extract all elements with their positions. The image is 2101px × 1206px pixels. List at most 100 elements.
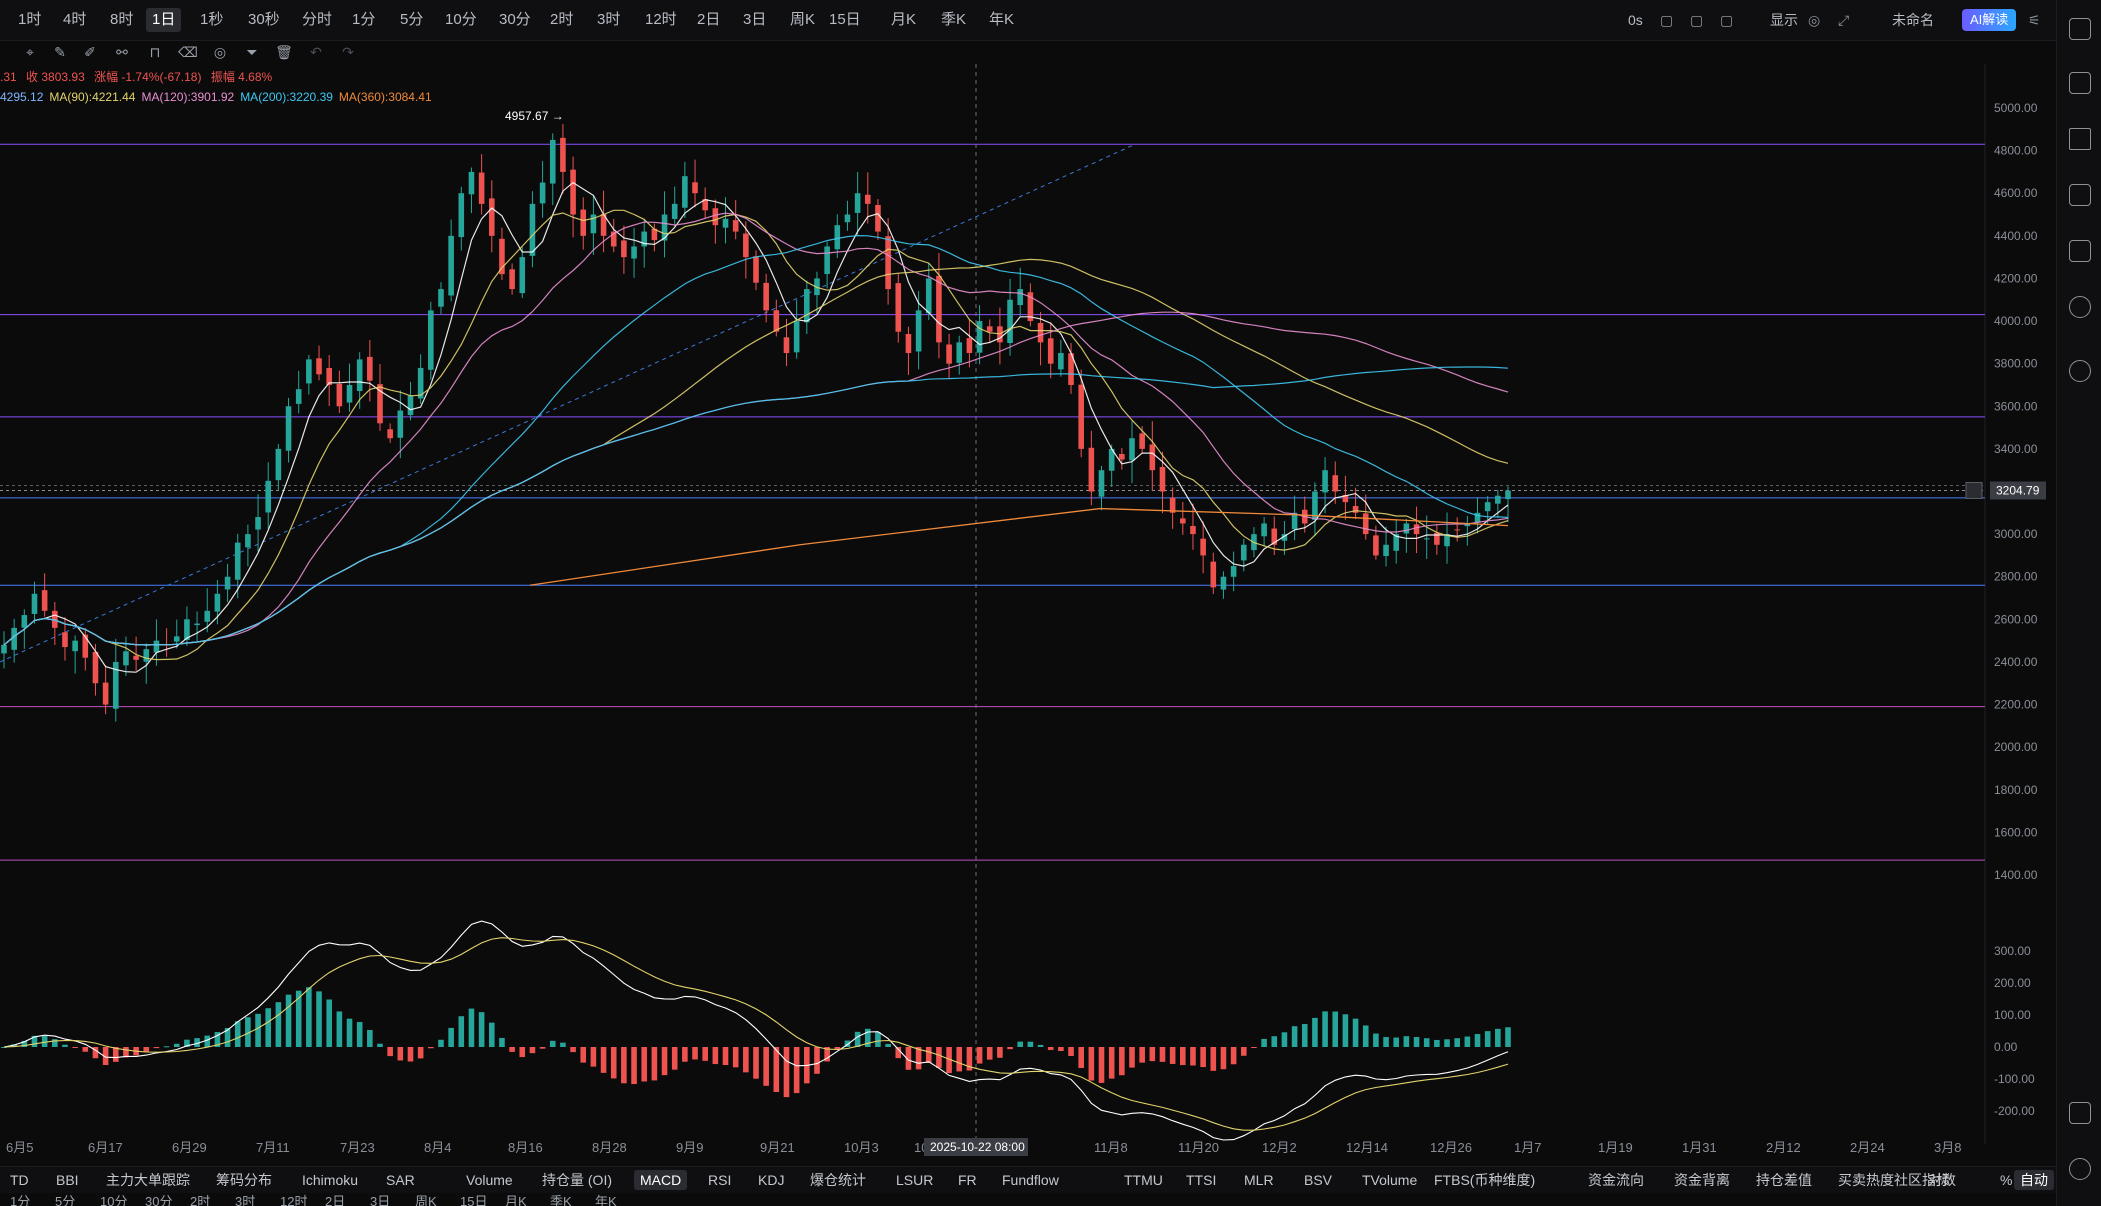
ma-line [529, 507, 1509, 586]
bottom-timeframe-10[interactable]: 15日 [460, 1194, 488, 1206]
bottom-timeframe-8[interactable]: 3日 [370, 1194, 391, 1206]
pattern-icon[interactable]: ⚯ [116, 44, 128, 60]
brush-icon[interactable]: ✐ [84, 44, 96, 60]
headset-icon[interactable] [2069, 1158, 2091, 1180]
timeframe-18[interactable]: 月K [891, 11, 917, 28]
pencil-icon[interactable]: ✎ [54, 44, 66, 60]
display-button[interactable]: 显示 [1770, 12, 1798, 28]
price-chart[interactable]: 5000.00 4800.00 4600.00 4400.00 4200.00 4000.… [0, 64, 2056, 1166]
macd-histogram-bar [316, 991, 322, 1047]
candle-body [844, 214, 851, 223]
camera-icon[interactable]: ▢ [1660, 12, 1674, 28]
indicator-7[interactable]: 持仓量 (OI) [542, 1172, 612, 1188]
timeframe-1[interactable]: 4时 [63, 11, 87, 28]
indicator-0[interactable]: TD [10, 1172, 29, 1188]
auto-toggle[interactable]: 自动 [2014, 1170, 2054, 1190]
timeframe-0[interactable]: 1时 [18, 11, 42, 28]
indicator-18[interactable]: BSV [1304, 1172, 1333, 1188]
indicator-3[interactable]: 筹码分布 [216, 1172, 272, 1188]
bottom-timeframe-2[interactable]: 10分 [100, 1194, 128, 1206]
bottom-timeframe-11[interactable]: 月K [505, 1194, 527, 1206]
indicator-19[interactable]: TVolume [1362, 1172, 1418, 1188]
data-icon[interactable] [2069, 184, 2091, 206]
chart-canvas[interactable]: 5000.00 4800.00 4600.00 4400.00 4200.00 4000.… [0, 64, 2056, 1166]
timeframe-8[interactable]: 5分 [400, 11, 424, 28]
timeframe-2[interactable]: 8时 [110, 11, 134, 28]
chart-icon[interactable] [2069, 128, 2091, 150]
eraser-icon[interactable]: ⌫ [178, 44, 198, 60]
indicator-2[interactable]: 主力大单跟踪 [106, 1172, 190, 1188]
bottom-timeframe-12[interactable]: 季K [550, 1194, 572, 1206]
timeframe-10[interactable]: 30分 [499, 11, 531, 28]
timeframe-19[interactable]: 季K [941, 11, 967, 28]
bottom-timeframe-4[interactable]: 2时 [190, 1194, 211, 1206]
crosshair-icon[interactable]: ⌖ [26, 44, 34, 60]
trash-icon[interactable]: 🗑 [275, 44, 293, 60]
layout-icon[interactable] [2069, 1102, 2091, 1124]
indicator-16[interactable]: TTSI [1186, 1172, 1217, 1188]
timeframe-12[interactable]: 3时 [597, 11, 621, 28]
indicator-20[interactable]: FTBS(币种维度) [1434, 1172, 1536, 1188]
timeframe-16[interactable]: 周K [790, 11, 816, 28]
indicator-6[interactable]: Volume [466, 1172, 513, 1188]
lock-icon[interactable]: ⊓ [149, 44, 161, 60]
share-icon[interactable]: ⚟ [2028, 12, 2041, 28]
indicator-14[interactable]: Fundflow [1002, 1172, 1059, 1188]
timeframe-4[interactable]: 1秒 [200, 11, 224, 28]
fullscreen-icon[interactable]: ⤢ [1838, 12, 1850, 28]
ai-button[interactable]: AI解读 [1962, 9, 2017, 31]
timeframe-14[interactable]: 2日 [697, 11, 721, 28]
indicator-10[interactable]: KDJ [758, 1172, 785, 1188]
bottom-timeframe-1[interactable]: 5分 [55, 1194, 76, 1206]
indicator-15[interactable]: TTMU [1124, 1172, 1163, 1188]
filter-icon[interactable]: ⏷ [246, 44, 258, 60]
timeframe-20[interactable]: 年K [989, 11, 1015, 28]
replay-icon[interactable]: ▢ [1720, 12, 1734, 28]
bottom-timeframe-5[interactable]: 3时 [235, 1194, 256, 1206]
timeframe-9[interactable]: 10分 [445, 11, 477, 28]
redo-icon[interactable]: ↷ [342, 44, 354, 60]
timeframe-17[interactable]: 15日 [829, 11, 861, 28]
bottom-timeframe-9[interactable]: 周K [415, 1194, 437, 1206]
settings-icon[interactable] [2069, 360, 2091, 382]
indicator-17[interactable]: MLR [1244, 1172, 1274, 1188]
orderbook-icon[interactable] [2069, 18, 2091, 40]
card-icon[interactable] [2069, 240, 2091, 262]
timeframe-6[interactable]: 分时 [302, 11, 333, 28]
timeframe-15[interactable]: 3日 [743, 11, 767, 28]
indicator-1[interactable]: BBI [56, 1172, 79, 1188]
pen-icon[interactable]: ▢ [1690, 12, 1704, 28]
magnet-icon[interactable]: ◎ [213, 44, 227, 60]
bottom-timeframe-3[interactable]: 30分 [145, 1194, 173, 1206]
indicator-5[interactable]: SAR [386, 1172, 415, 1188]
bottom-timeframe-13[interactable]: 年K [595, 1194, 617, 1206]
community-indicator-button[interactable]: 社区指标 [1894, 1172, 1950, 1188]
percent-toggle[interactable]: % [2000, 1172, 2013, 1188]
layout-name[interactable]: 未命名 [1892, 12, 1934, 28]
timeframe-13[interactable]: 12时 [645, 11, 677, 28]
log-toggle[interactable]: 对数 [1928, 1172, 1956, 1188]
undo-icon[interactable]: ↶ [310, 44, 322, 60]
indicator-21[interactable]: 资金流向 [1588, 1172, 1644, 1188]
timeframe-11[interactable]: 2时 [550, 11, 574, 28]
timeframe-5[interactable]: 30秒 [248, 11, 280, 28]
indicator-8[interactable]: MACD [634, 1170, 688, 1190]
indicator-23[interactable]: 持仓差值 [1756, 1172, 1812, 1188]
timeframe-3[interactable]: 1日 [146, 8, 182, 32]
countdown-label[interactable]: 0s [1628, 12, 1643, 28]
indicator-11[interactable]: 爆仓统计 [810, 1172, 866, 1188]
indicator-4[interactable]: Ichimoku [302, 1172, 359, 1188]
indicator-22[interactable]: 资金背离 [1674, 1172, 1730, 1188]
target-icon[interactable]: ◎ [1808, 12, 1821, 28]
timeframe-7[interactable]: 1分 [352, 11, 376, 28]
bottom-timeframe-0[interactable]: 1分 [10, 1194, 31, 1206]
indicator-13[interactable]: FR [958, 1172, 977, 1188]
trade-icon[interactable] [2069, 72, 2091, 94]
indicator-24[interactable]: 买卖热度 [1838, 1172, 1894, 1188]
indicator-12[interactable]: LSUR [896, 1172, 934, 1188]
indicator-9[interactable]: RSI [708, 1172, 732, 1188]
bottom-timeframe-7[interactable]: 2日 [325, 1194, 346, 1206]
coin-icon[interactable] [2069, 296, 2091, 318]
candle-body [722, 218, 729, 228]
bottom-timeframe-6[interactable]: 12时 [280, 1194, 308, 1206]
